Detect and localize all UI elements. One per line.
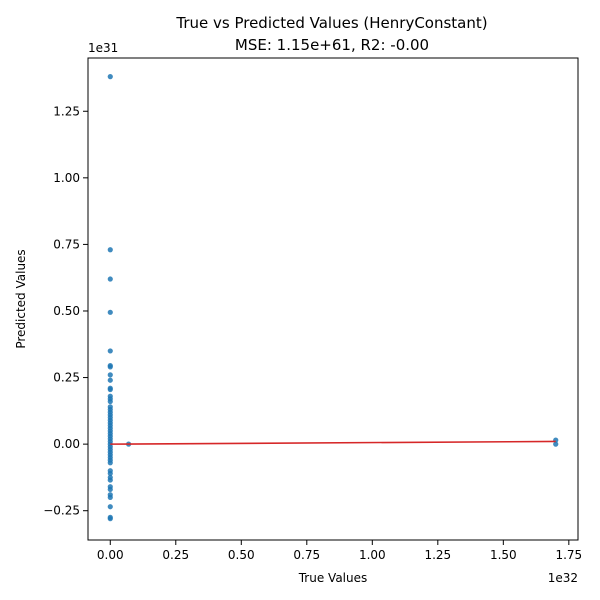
data-point: [107, 470, 113, 477]
y-tick-label: −0.25: [43, 504, 80, 518]
x-axis-label: True Values: [298, 571, 368, 585]
x-tick-label: 0.50: [228, 548, 255, 562]
data-point: [107, 398, 113, 405]
x-offset-label: 1e32: [548, 571, 578, 585]
data-point: [553, 441, 559, 447]
fit-line: [110, 440, 556, 445]
data-point: [107, 348, 113, 354]
x-tick-label: 1.25: [424, 548, 451, 562]
x-tick-label: 1.00: [359, 548, 386, 562]
data-point: [107, 516, 113, 522]
y-tick-label: 0.50: [53, 304, 80, 318]
fit-line-group: [110, 440, 556, 445]
scatter-points: [107, 74, 559, 522]
data-point: [107, 309, 113, 315]
data-point: [107, 377, 113, 383]
y-tick-label: 0.75: [53, 237, 80, 251]
plot-frame: [87, 57, 579, 541]
y-axis-label: Predicted Values: [14, 249, 28, 348]
data-point: [107, 504, 113, 510]
x-axis-ticks: 0.00 0.25 0.50 0.75 1.00 1.25 1.50 1.75: [97, 540, 582, 562]
y-axis-ticks: −0.25 0.00 0.25 0.50 0.75 1.00 1.25: [43, 104, 88, 518]
data-point: [107, 276, 113, 282]
data-point: [107, 486, 113, 493]
data-point: [107, 494, 113, 500]
data-point: [107, 460, 113, 466]
chart-title: True vs Predicted Values (HenryConstant): [175, 14, 487, 32]
x-tick-label: 1.75: [555, 548, 582, 562]
x-tick-label: 1.50: [490, 548, 517, 562]
chart-subtitle: MSE: 1.15e+61, R2: -0.00: [235, 36, 429, 54]
x-tick-label: 0.00: [97, 548, 124, 562]
y-offset-label: 1e31: [88, 41, 118, 55]
x-tick-label: 0.75: [293, 548, 320, 562]
y-tick-label: 1.00: [53, 171, 80, 185]
data-point: [107, 247, 113, 253]
x-tick-label: 0.25: [162, 548, 189, 562]
y-tick-label: 0.00: [53, 437, 80, 451]
data-point: [107, 372, 113, 378]
data-point: [107, 364, 113, 370]
data-point: [107, 477, 113, 483]
y-tick-label: 0.25: [53, 371, 80, 385]
y-tick-label: 1.25: [53, 104, 80, 118]
data-point: [107, 386, 113, 393]
data-point: [107, 74, 113, 80]
